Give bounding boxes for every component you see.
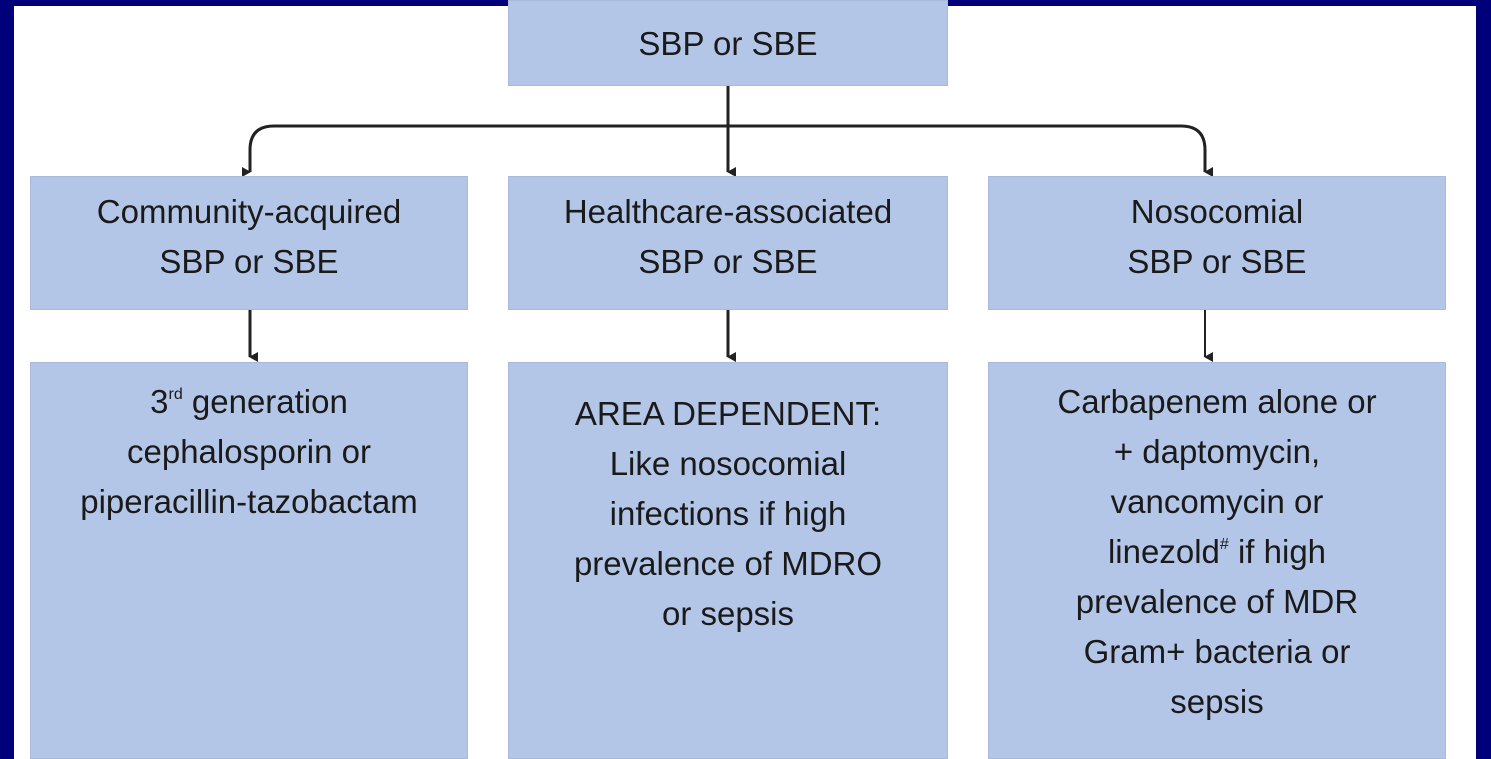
text-part: linezold	[1107, 533, 1220, 570]
node-text: Gram+ bacteria or	[1083, 633, 1351, 670]
node-text: prevalence of MDRO	[573, 545, 883, 582]
superscript: #	[1219, 536, 1229, 553]
text-part: if high	[1228, 533, 1327, 570]
node-text: vancomycin or	[1110, 483, 1324, 520]
node-text: Carbapenem alone or	[1057, 383, 1377, 420]
node: Nosocomial SBP or SBE	[988, 176, 1446, 310]
node-text: SBP or SBE	[159, 243, 339, 280]
node-text: infections if high	[609, 495, 847, 532]
node-text: Like nosocomial	[609, 445, 847, 482]
node: 3rd generation cephalosporin or piperacill…	[30, 362, 468, 759]
node-text: + daptomycin,	[1113, 433, 1321, 470]
text-part: generation	[182, 383, 348, 420]
superscript: rd	[168, 386, 183, 403]
node-text: cephalosporin or	[127, 433, 371, 470]
node-text: 3rd generation	[31, 377, 467, 427]
node-text: AREA DEPENDENT:	[574, 395, 882, 432]
node-text: sepsis	[1170, 683, 1264, 720]
node-text: or sepsis	[661, 595, 795, 632]
node: AREA DEPENDENT: Like nosocomial infections…	[508, 362, 948, 759]
node: Carbapenem alone or + daptomycin, vancomyc…	[988, 362, 1446, 759]
node: Community-acquired SBP or SBE	[30, 176, 468, 310]
node: Healthcare-associated SBP or SBE	[508, 176, 948, 310]
node: SBP or SBE	[508, 0, 948, 86]
arrow	[242, 124, 1213, 177]
node-text: SBP or SBE	[1127, 243, 1307, 280]
node-text: prevalence of MDR	[1075, 583, 1359, 620]
node-text: Healthcare-associated	[563, 193, 893, 230]
node-text: linezold# if high	[989, 527, 1445, 577]
node-text: Community-acquired	[96, 193, 402, 230]
node-text: SBP or SBE	[638, 243, 818, 280]
node-text: Nosocomial	[1130, 193, 1304, 230]
node-text: piperacillin-tazobactam	[80, 483, 418, 520]
text-part: 3	[150, 383, 169, 420]
node-text: SBP or SBE	[638, 25, 818, 62]
